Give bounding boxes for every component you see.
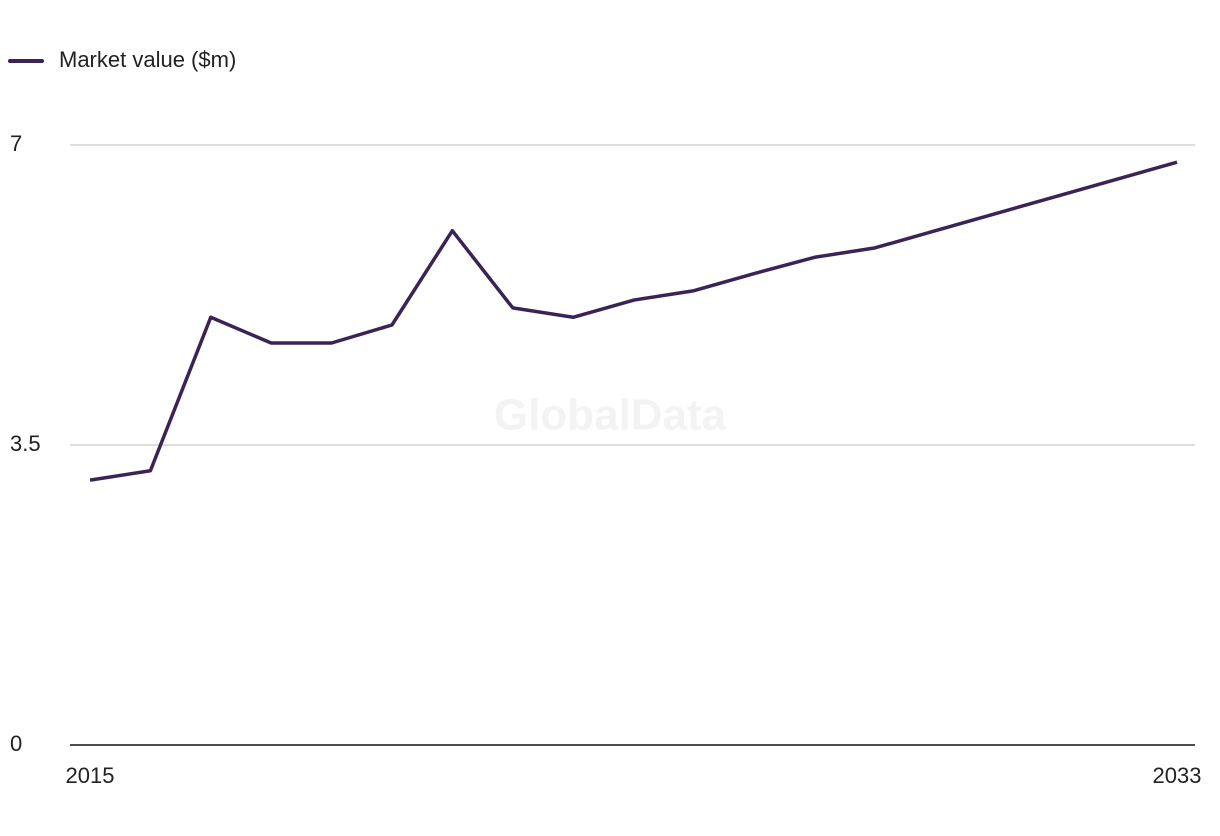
y-tick-label: 0 <box>10 731 22 756</box>
y-tick-label: 3.5 <box>10 431 41 456</box>
line <box>89 160 1178 482</box>
legend-label: Market value ($m) <box>59 47 236 72</box>
x-tick-label: 2015 <box>66 763 115 788</box>
watermark: GlobalData <box>494 391 727 440</box>
y-tick-label: 7 <box>10 131 22 156</box>
x-tick-label: 2033 <box>1153 763 1202 788</box>
